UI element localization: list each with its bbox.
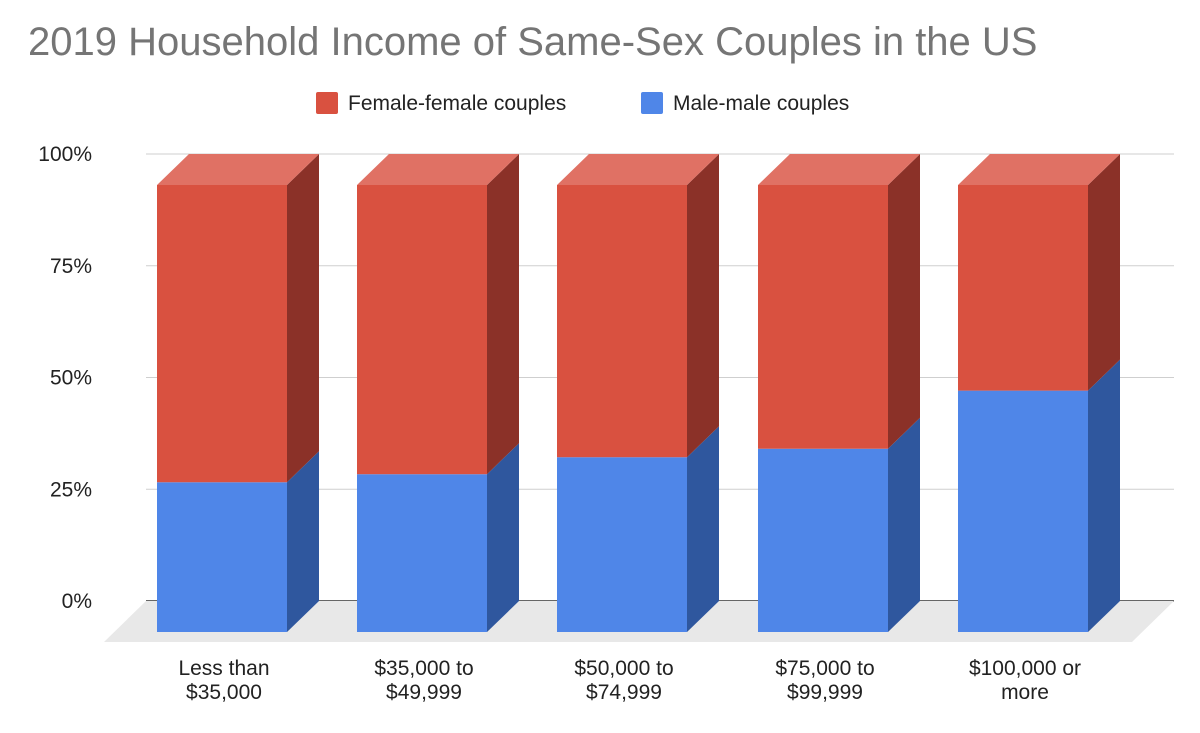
bar-segment-male-male [958, 390, 1088, 632]
bar-segment-female-female [958, 185, 1088, 391]
bar-stack [958, 154, 1120, 632]
x-tick-label: $75,000 to $99,999 [775, 657, 874, 704]
x-axis: Less than $35,000 $35,000 to $49,999 $50,000… [178, 657, 1081, 704]
y-tick-label: 25% [50, 478, 92, 501]
chart-title: 2019 Household Income of Same-Sex Couple… [28, 20, 1038, 64]
bar-top-face [357, 154, 519, 185]
bar-segment-female-female [557, 185, 687, 458]
bar-stack [357, 154, 519, 632]
bar-top-face [557, 154, 719, 185]
bar-segment-female-female-side [1088, 154, 1120, 391]
bar-top-face [157, 154, 319, 185]
bar-segment-male-male-side [687, 426, 719, 632]
x-tick-label: Less than $35,000 [178, 657, 269, 704]
y-tick-label: 100% [38, 143, 92, 166]
bar-segment-male-male [758, 448, 888, 632]
y-tick-label: 50% [50, 367, 92, 390]
y-tick-label: 0% [62, 590, 92, 613]
bars [157, 154, 1120, 632]
bar-segment-female-female [357, 185, 487, 475]
x-tick-label: $100,000 or more [969, 657, 1081, 704]
legend: Female-female couples Male-male couples [316, 92, 849, 115]
bar-segment-female-female-side [888, 154, 920, 449]
legend-label: Female-female couples [348, 92, 566, 115]
x-tick-label: $35,000 to $49,999 [374, 657, 473, 704]
bar-segment-female-female [758, 185, 888, 449]
bar-segment-male-male-side [888, 417, 920, 632]
bar-stack [758, 154, 920, 632]
bar-top-face [758, 154, 920, 185]
y-axis: 0% 25% 50% 75% 100% [38, 143, 92, 613]
legend-label: Male-male couples [673, 92, 849, 115]
y-tick-label: 75% [50, 255, 92, 278]
legend-swatch [641, 92, 663, 114]
bar-segment-male-male [557, 457, 687, 632]
bar-segment-male-male-side [287, 451, 319, 632]
bar-segment-female-female-side [287, 154, 319, 483]
x-tick-label: $50,000 to $74,999 [574, 657, 673, 704]
bar-segment-male-male [357, 474, 487, 632]
bar-segment-female-female-side [487, 154, 519, 475]
legend-item: Female-female couples [316, 92, 566, 115]
bar-segment-male-male [157, 482, 287, 632]
bar-segment-male-male-side [487, 443, 519, 632]
bar-segment-male-male-side [1088, 359, 1120, 632]
legend-item: Male-male couples [641, 92, 849, 115]
bar-segment-female-female [157, 185, 287, 483]
legend-swatch [316, 92, 338, 114]
bar-stack [557, 154, 719, 632]
bar-segment-female-female-side [687, 154, 719, 458]
bar-stack [157, 154, 319, 632]
bar-top-face [958, 154, 1120, 185]
